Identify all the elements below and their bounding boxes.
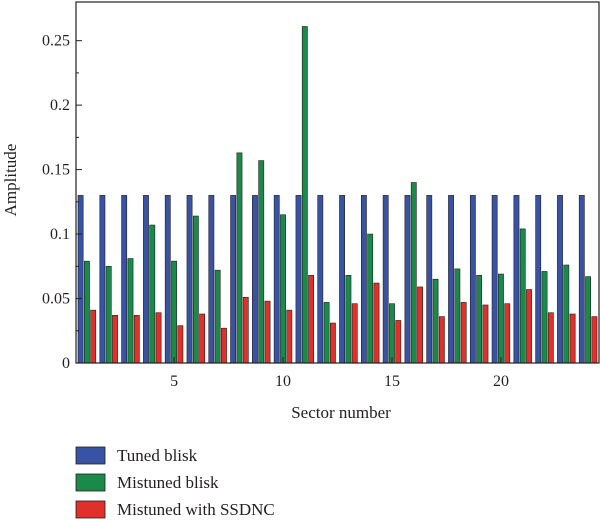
bar-mistuned-1 <box>84 260 90 364</box>
legend-swatch-tuned <box>75 446 106 465</box>
bar-mistuned-18 <box>454 268 461 364</box>
bar-ssdnc-20 <box>504 303 511 364</box>
bar-ssdnc-23 <box>569 313 576 364</box>
bar-tuned-13 <box>339 195 345 364</box>
y-tick-label: 0 <box>62 355 70 372</box>
bar-tuned-3 <box>121 195 128 364</box>
bar-tuned-10 <box>273 195 280 364</box>
bar-mistuned-8 <box>236 152 243 364</box>
bar-tuned-14 <box>360 195 367 364</box>
y-axis-title: Amplitude <box>1 144 20 217</box>
bar-mistuned-17 <box>432 278 439 364</box>
bar-mistuned-20 <box>498 273 504 364</box>
x-tick-label: 10 <box>275 373 291 390</box>
bar-mistuned-6 <box>192 215 199 364</box>
bar-ssdnc-2 <box>112 314 118 364</box>
bar-mistuned-15 <box>389 303 395 364</box>
ticks-layer: 0 0.05 0.1 0.15 0.2 0.25 5 10 15 20 <box>42 33 509 390</box>
bar-tuned-16 <box>404 195 411 364</box>
bar-ssdnc-4 <box>155 312 162 364</box>
bar-tuned-4 <box>143 195 149 364</box>
bar-mistuned-22 <box>541 271 548 364</box>
bar-mistuned-3 <box>127 258 134 364</box>
bar-ssdnc-16 <box>417 286 423 364</box>
bar-ssdnc-14 <box>373 282 380 364</box>
bar-tuned-8 <box>230 195 237 364</box>
y-tick-label: 0.1 <box>50 226 70 243</box>
bar-tuned-12 <box>317 195 324 364</box>
bar-ssdnc-8 <box>242 296 249 364</box>
y-tick-label: 0.25 <box>42 33 70 50</box>
bar-ssdnc-3 <box>133 314 140 364</box>
y-tick-label: 0.15 <box>42 162 70 179</box>
bar-ssdnc-22 <box>547 312 554 364</box>
bar-ssdnc-13 <box>351 303 358 364</box>
bar-ssdnc-21 <box>526 289 532 364</box>
bar-mistuned-14 <box>367 233 374 364</box>
bars-layer <box>77 26 598 364</box>
bar-mistuned-10 <box>280 214 286 364</box>
bar-tuned-20 <box>491 195 498 364</box>
x-tick-label: 15 <box>384 373 400 390</box>
bar-ssdnc-11 <box>308 275 315 364</box>
bar-tuned-19 <box>469 195 476 364</box>
legend-label-mistuned: Mistuned blisk <box>117 473 219 492</box>
bar-tuned-15 <box>382 195 389 364</box>
bar-mistuned-21 <box>519 228 526 364</box>
bar-ssdnc-9 <box>264 300 271 364</box>
bar-tuned-1 <box>77 195 84 364</box>
bar-tuned-9 <box>252 195 258 364</box>
bar-tuned-11 <box>295 195 302 364</box>
x-axis-title: Sector number <box>291 403 391 422</box>
bar-ssdnc-17 <box>438 316 445 364</box>
bar-mistuned-9 <box>258 160 265 364</box>
bar-mistuned-24 <box>585 276 591 364</box>
bar-mistuned-23 <box>563 264 570 364</box>
bar-mistuned-5 <box>171 260 177 364</box>
bar-ssdnc-19 <box>482 304 489 364</box>
bar-ssdnc-5 <box>177 325 184 364</box>
y-tick-label: 0.2 <box>50 97 70 114</box>
x-tick-label: 5 <box>170 373 178 390</box>
bar-ssdnc-18 <box>460 302 467 364</box>
x-tick-label: 20 <box>493 373 509 390</box>
plot-frame <box>75 1 600 364</box>
bar-tuned-6 <box>186 195 193 364</box>
bar-mistuned-11 <box>301 26 308 364</box>
bar-tuned-23 <box>557 195 563 364</box>
bar-tuned-22 <box>535 195 542 364</box>
bar-tuned-7 <box>208 195 215 364</box>
y-tick-label: 0.05 <box>42 291 70 308</box>
bar-ssdnc-15 <box>395 320 402 364</box>
bar-mistuned-7 <box>214 269 221 364</box>
legend: Tuned blisk Mistuned blisk Mistuned with S… <box>75 446 275 519</box>
bar-ssdnc-6 <box>199 313 206 364</box>
bar-mistuned-2 <box>105 265 112 364</box>
bar-tuned-5 <box>164 195 171 364</box>
bar-tuned-17 <box>426 195 433 364</box>
bar-tuned-2 <box>99 195 106 364</box>
bar-ssdnc-12 <box>329 322 336 364</box>
bar-tuned-24 <box>578 195 585 364</box>
bar-tuned-18 <box>448 195 454 364</box>
legend-label-ssdnc: Mistuned with SSDNC <box>117 500 275 519</box>
bar-mistuned-12 <box>323 302 330 364</box>
bar-mistuned-19 <box>476 275 483 364</box>
bar-ssdnc-24 <box>591 316 598 364</box>
bar-ssdnc-1 <box>90 309 97 364</box>
legend-label-tuned: Tuned blisk <box>117 446 198 465</box>
bar-ssdnc-10 <box>286 309 293 364</box>
legend-swatch-mistuned <box>75 473 106 492</box>
bar-mistuned-16 <box>410 182 417 364</box>
bar-ssdnc-7 <box>221 327 227 364</box>
legend-swatch-ssdnc <box>75 500 106 519</box>
bar-mistuned-13 <box>345 275 352 364</box>
bar-mistuned-4 <box>149 224 156 364</box>
bar-tuned-21 <box>513 195 520 364</box>
